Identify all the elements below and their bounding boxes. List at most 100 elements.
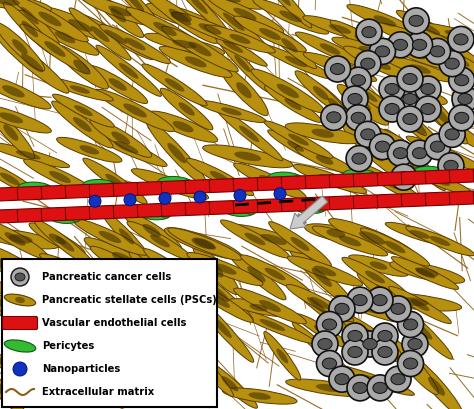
Ellipse shape [228, 299, 289, 317]
Ellipse shape [68, 19, 92, 32]
Ellipse shape [202, 359, 257, 408]
Ellipse shape [0, 0, 52, 12]
Ellipse shape [172, 351, 190, 361]
Ellipse shape [332, 37, 408, 65]
Circle shape [342, 323, 368, 349]
Circle shape [439, 121, 465, 147]
Ellipse shape [208, 284, 229, 302]
FancyBboxPatch shape [281, 176, 307, 190]
Ellipse shape [279, 11, 302, 22]
Circle shape [356, 19, 382, 45]
Ellipse shape [2, 85, 25, 97]
Circle shape [397, 106, 423, 132]
Ellipse shape [454, 34, 468, 45]
Ellipse shape [20, 24, 90, 74]
Ellipse shape [230, 225, 318, 254]
Ellipse shape [329, 24, 351, 34]
Ellipse shape [101, 210, 152, 263]
Ellipse shape [259, 44, 333, 79]
Ellipse shape [82, 0, 159, 26]
Ellipse shape [34, 220, 96, 268]
Ellipse shape [49, 234, 66, 245]
Ellipse shape [194, 238, 216, 249]
Ellipse shape [110, 8, 126, 22]
Ellipse shape [415, 86, 467, 144]
Ellipse shape [0, 278, 52, 324]
Ellipse shape [15, 273, 25, 281]
Ellipse shape [333, 310, 401, 356]
FancyBboxPatch shape [401, 171, 427, 185]
Ellipse shape [245, 233, 265, 245]
Ellipse shape [146, 3, 217, 30]
Ellipse shape [286, 379, 372, 397]
Ellipse shape [168, 228, 242, 260]
Ellipse shape [104, 0, 165, 34]
Circle shape [342, 86, 368, 112]
Ellipse shape [415, 267, 435, 279]
Ellipse shape [88, 275, 157, 321]
Ellipse shape [187, 252, 263, 285]
Circle shape [355, 51, 381, 76]
Ellipse shape [198, 0, 270, 52]
FancyBboxPatch shape [18, 187, 43, 200]
Ellipse shape [199, 23, 221, 35]
Ellipse shape [314, 325, 331, 337]
Ellipse shape [227, 249, 286, 300]
Ellipse shape [373, 382, 387, 393]
Ellipse shape [139, 208, 171, 220]
Ellipse shape [0, 378, 7, 396]
Ellipse shape [401, 297, 428, 306]
Ellipse shape [392, 256, 459, 290]
Ellipse shape [18, 182, 53, 195]
Ellipse shape [293, 164, 367, 193]
FancyBboxPatch shape [0, 187, 18, 201]
Ellipse shape [223, 13, 245, 31]
Ellipse shape [52, 101, 113, 148]
Ellipse shape [437, 169, 447, 178]
Ellipse shape [100, 25, 171, 63]
Ellipse shape [343, 169, 377, 182]
Ellipse shape [458, 94, 472, 105]
Ellipse shape [142, 331, 165, 339]
Ellipse shape [327, 229, 346, 238]
Text: Extracellular matrix: Extracellular matrix [42, 387, 154, 397]
Ellipse shape [114, 141, 138, 153]
Ellipse shape [118, 228, 134, 245]
Ellipse shape [412, 166, 447, 179]
Circle shape [439, 51, 465, 76]
Ellipse shape [312, 226, 388, 256]
Ellipse shape [172, 13, 248, 45]
Ellipse shape [221, 376, 238, 391]
Ellipse shape [391, 303, 405, 315]
Circle shape [347, 375, 373, 401]
Ellipse shape [397, 172, 411, 183]
Circle shape [367, 287, 393, 313]
Ellipse shape [114, 260, 136, 274]
Ellipse shape [54, 0, 119, 13]
Ellipse shape [146, 120, 208, 187]
Ellipse shape [374, 15, 396, 27]
Ellipse shape [295, 314, 350, 348]
Ellipse shape [351, 75, 365, 86]
Ellipse shape [234, 163, 306, 199]
Ellipse shape [450, 55, 470, 67]
Ellipse shape [0, 173, 20, 185]
Ellipse shape [357, 374, 383, 384]
Circle shape [329, 366, 355, 392]
Ellipse shape [209, 262, 223, 277]
Ellipse shape [396, 107, 410, 120]
FancyBboxPatch shape [353, 173, 379, 187]
Ellipse shape [357, 163, 423, 203]
Ellipse shape [109, 78, 127, 91]
Ellipse shape [389, 286, 451, 324]
FancyBboxPatch shape [65, 207, 91, 220]
Ellipse shape [353, 382, 367, 393]
Ellipse shape [253, 0, 328, 34]
FancyBboxPatch shape [0, 209, 18, 223]
Ellipse shape [85, 128, 167, 166]
Ellipse shape [384, 129, 446, 191]
Ellipse shape [16, 151, 41, 160]
Ellipse shape [264, 121, 333, 158]
Ellipse shape [335, 295, 405, 323]
Ellipse shape [0, 142, 70, 168]
